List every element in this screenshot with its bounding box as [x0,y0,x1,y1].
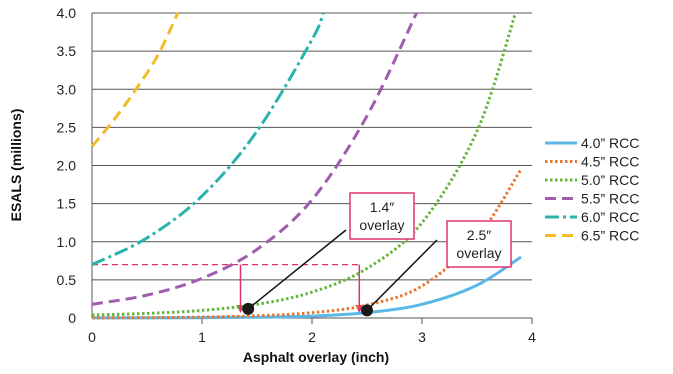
legend-label: 6.5” RCC [581,228,639,244]
y-tick-label: 4.0 [57,5,77,21]
x-tick-label: 4 [528,329,536,345]
series-line-2 [91,12,517,317]
x-axis-label: Asphalt overlay (inch) [243,349,389,365]
annotation-label: overlay [456,245,501,261]
y-tick-label: 3.0 [57,81,77,97]
y-tick-label: 1.5 [57,196,77,212]
y-tick-label: 0 [68,310,76,326]
annotations: 1.4″ overlay 2.5″ overlay [247,192,512,311]
annotation-box [349,192,415,240]
annotation-leader [366,239,438,311]
x-tick-label: 2 [308,329,316,345]
annotation-box [446,220,512,268]
y-axis-label: ESALS (millions) [8,109,24,222]
legend: 4.0” RCC 4.5” RCC 5.0” RCC 5.5” RCC 6.0” RCC… [545,135,639,244]
data-point-marker [361,304,373,317]
x-tick-label: 1 [198,329,206,345]
legend-label: 4.0” RCC [581,135,639,151]
annotation-label: 2.5″ [467,227,491,243]
legend-label: 6.0” RCC [581,209,639,225]
y-tick-label: 2.0 [57,158,77,174]
legend-label: 5.0” RCC [581,172,639,188]
grid-lines [92,12,532,281]
legend-label: 4.5” RCC [581,154,639,170]
y-tick-label: 2.5 [57,119,77,135]
tick-labels: 0 0.5 1.0 1.5 2.0 2.5 3.0 3.5 4.0 0 1 2 3 4 [57,5,537,345]
y-tick-label: 0.5 [57,272,77,288]
x-tick-label: 3 [418,329,426,345]
data-markers [242,302,373,317]
series-line-3 [91,12,418,306]
series-line-4 [91,12,325,266]
axes [91,13,533,324]
x-tick-label: 0 [88,329,96,345]
y-tick-label: 3.5 [57,43,77,59]
y-tick-label: 1.0 [57,234,77,250]
data-point-marker [242,302,255,315]
reference-lines [92,264,364,313]
legend-label: 5.5” RCC [581,191,639,207]
annotation-label: overlay [359,217,404,233]
annotation-label: 1.4″ [370,199,394,215]
series-line-5 [90,12,180,148]
annotation-leader [247,229,347,310]
